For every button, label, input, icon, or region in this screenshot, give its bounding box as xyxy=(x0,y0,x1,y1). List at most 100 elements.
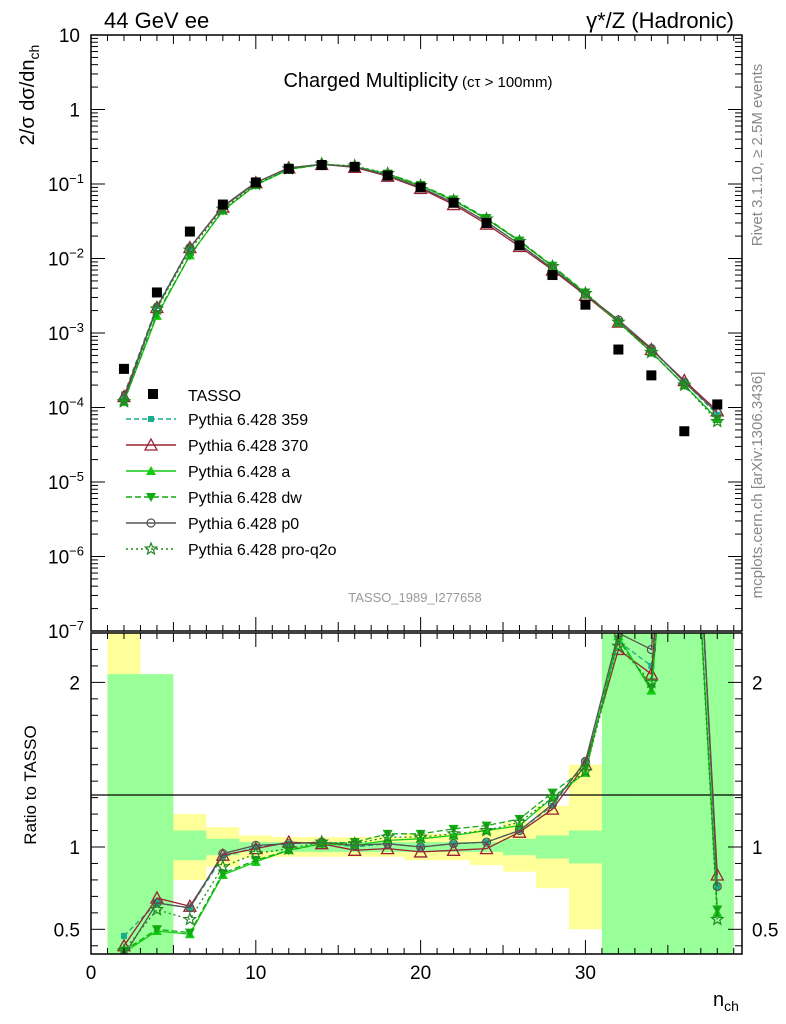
ratio-1-point-7 xyxy=(347,842,362,856)
stat-band-1 xyxy=(173,830,207,861)
ratio-3-point-17 xyxy=(679,316,689,325)
y-tick-label-6: 10−5 xyxy=(48,469,84,494)
ratio-5-point-3 xyxy=(215,859,231,873)
analysis-watermark: TASSO_1989_I277658 xyxy=(348,590,481,605)
ratio-4-point-18 xyxy=(712,881,722,892)
ratio-5-point-9 xyxy=(413,829,428,844)
data-point-13 xyxy=(547,270,558,281)
series-5-point-17 xyxy=(677,377,692,392)
legend-marker-3 xyxy=(146,493,156,502)
data-point-9 xyxy=(415,182,426,193)
data-point-17 xyxy=(679,426,690,437)
data-point-1 xyxy=(151,287,162,298)
data-point-18 xyxy=(712,399,723,410)
ratio-1-point-8 xyxy=(380,841,395,855)
y-tick-label-0: 10 xyxy=(59,26,80,47)
ratio-5-point-12 xyxy=(512,814,527,829)
ratio-1-point-11 xyxy=(479,841,494,855)
data-point-14 xyxy=(580,299,591,310)
ratio-5-point-6 xyxy=(314,834,329,849)
ratio-1-point-13 xyxy=(545,801,560,815)
ratio-2-point-17 xyxy=(679,315,689,324)
legend-marker-data xyxy=(148,389,158,399)
y-axis-title: 2/σ dσ/dnch xyxy=(17,45,42,146)
ratio-4-point-1 xyxy=(152,898,162,908)
ratio-3-point-2 xyxy=(184,928,195,938)
series-3-point-18 xyxy=(712,415,723,425)
ratio-5-point-4 xyxy=(248,845,264,860)
series-line-0 xyxy=(123,163,718,416)
ratio-5-point-16 xyxy=(644,674,659,689)
r-tick-label-right-2: 2 xyxy=(752,673,763,694)
ratio-5-point-1 xyxy=(149,901,165,916)
ratio-3-point-14 xyxy=(580,763,591,773)
legend-label-2: Pythia 6.428 a xyxy=(188,464,290,481)
data-point-15 xyxy=(613,344,624,355)
legend-label-0: Pythia 6.428 359 xyxy=(188,412,308,429)
ratio-4-point-9 xyxy=(416,842,426,852)
r-tick-label-right-1: 1 xyxy=(752,838,763,859)
ratio-axis-title: Ratio to TASSO xyxy=(21,725,40,844)
ratio-line-5 xyxy=(123,633,718,952)
ratio-1-point-10 xyxy=(446,842,461,856)
ratio-3-point-8 xyxy=(382,829,393,839)
series-5-point-18 xyxy=(710,413,725,428)
r-tick-label-left-2: 2 xyxy=(69,673,80,694)
ratio-4-point-10 xyxy=(448,839,459,849)
legend: TASSO Pythia 6.428 359 Pythia 6.428 370 Pyt… xyxy=(126,388,337,559)
ratio-plot-frame xyxy=(90,632,743,955)
ratio-5-point-8 xyxy=(380,829,395,844)
y-tick-label-8: 10−7 xyxy=(48,618,84,643)
ratio-5-point-5 xyxy=(281,840,297,855)
ratio-0-point-18 xyxy=(714,883,721,890)
y-tick-label-2: 10−1 xyxy=(48,171,84,196)
series-line-2 xyxy=(123,163,718,420)
ratio-uncertainty-bands xyxy=(107,633,734,954)
ratio-3-point-12 xyxy=(514,815,525,825)
stat-band-0 xyxy=(107,674,174,954)
legend-label-1: Pythia 6.428 370 xyxy=(188,438,308,455)
x-tick-label-3: 30 xyxy=(575,963,596,984)
data-point-8 xyxy=(382,170,393,181)
chart-title: Charged Multiplicity (cτ > 100mm) xyxy=(283,70,552,92)
x-tick-label-2: 20 xyxy=(410,963,431,984)
ratio-series-group xyxy=(116,268,725,954)
data-point-12 xyxy=(514,240,525,251)
y-tick-label-7: 10−6 xyxy=(48,544,84,569)
series-line-5 xyxy=(123,163,718,422)
ratio-0-point-17 xyxy=(681,268,687,274)
stat-band-3 xyxy=(239,842,504,852)
series-5-point-15 xyxy=(611,314,626,329)
data-point-4 xyxy=(250,177,261,188)
ratio-2-point-10 xyxy=(448,830,459,840)
ratio-0-point-16 xyxy=(648,662,655,669)
ratio-0-point-13 xyxy=(549,802,556,809)
ratio-3-point-1 xyxy=(151,925,162,935)
r-tick-label-left-0: 0.5 xyxy=(54,920,80,941)
legend-marker-4 xyxy=(146,518,156,528)
data-point-5 xyxy=(283,163,294,174)
ratio-4-point-11 xyxy=(481,837,492,847)
stat-band-4 xyxy=(503,838,536,856)
stat-band-6 xyxy=(568,830,602,864)
ratio-line-4 xyxy=(124,633,718,954)
ratio-3-point-18 xyxy=(712,905,723,915)
series-5-point-2 xyxy=(182,242,198,257)
y-tick-label-4: 10−3 xyxy=(48,320,84,345)
series-5-point-13 xyxy=(545,258,560,273)
ratio-5-point-11 xyxy=(479,822,494,837)
series-5-point-1 xyxy=(149,301,165,316)
legend-marker-5 xyxy=(143,541,159,556)
ratio-4-point-4 xyxy=(251,840,261,850)
tasso-data-points xyxy=(118,159,723,437)
x-axis-title: nch xyxy=(713,989,739,1014)
series-line-1 xyxy=(123,163,718,412)
ratio-5-point-10 xyxy=(446,826,461,841)
data-point-0 xyxy=(118,363,129,374)
series-4-point-16 xyxy=(646,343,656,354)
ratio-0-point-3 xyxy=(219,853,226,860)
ratio-5-point-18 xyxy=(710,911,725,926)
ratio-5-point-13 xyxy=(545,789,560,804)
r-tick-label-left-1: 1 xyxy=(69,838,80,859)
